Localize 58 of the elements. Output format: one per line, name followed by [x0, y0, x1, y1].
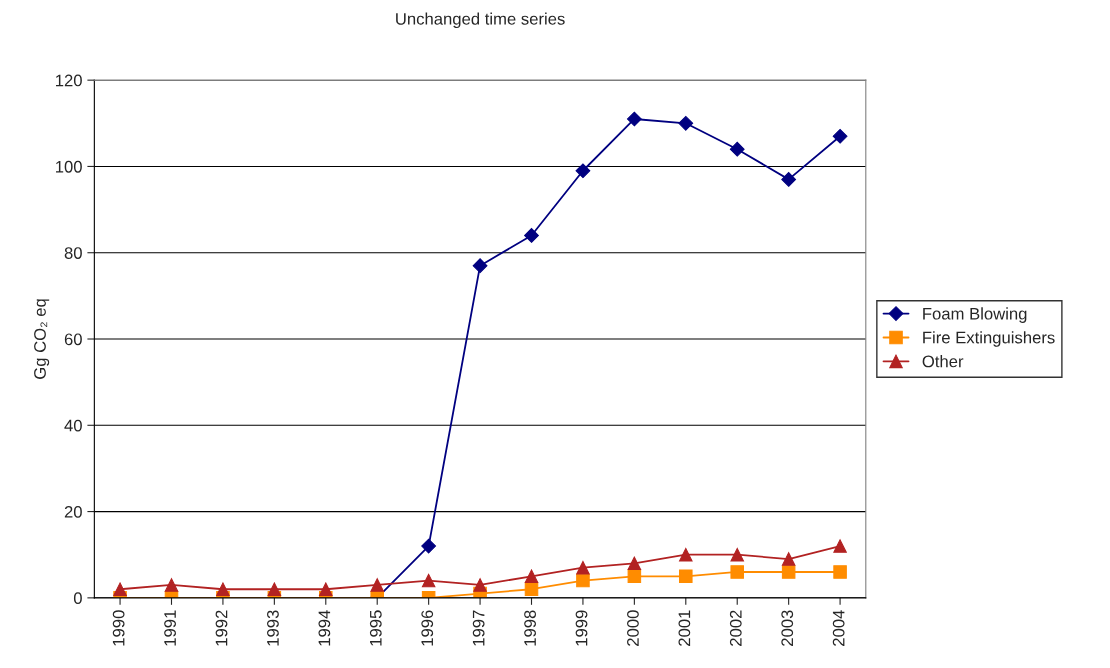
chart-title: Unchanged time series	[396, 12, 565, 29]
x-tick-label: 1998	[524, 610, 536, 646]
point	[626, 111, 642, 127]
x-tick-label: 1995	[369, 610, 382, 646]
x-tick-label: 2001	[678, 610, 691, 646]
point	[472, 258, 488, 274]
point	[730, 565, 744, 579]
x-tick-label: 1992	[215, 610, 228, 646]
point	[524, 582, 539, 596]
point	[627, 569, 642, 584]
point	[832, 128, 848, 144]
point	[575, 163, 591, 179]
point	[421, 573, 436, 588]
y-tick-label: 80	[64, 247, 82, 259]
point	[833, 539, 847, 553]
point	[576, 560, 590, 575]
point	[679, 547, 693, 562]
y-tick-label: 120	[56, 74, 82, 87]
x-tick-label: 1994	[318, 610, 331, 646]
legend-label: Fire Extinguishers	[923, 331, 1055, 347]
point	[781, 171, 797, 187]
x-tick-label: 1990	[112, 610, 125, 646]
point	[473, 578, 487, 592]
point	[781, 552, 796, 566]
point	[729, 141, 745, 157]
x-tick-label: 1997	[472, 610, 485, 646]
y-tick-label: 60	[64, 333, 82, 346]
point	[370, 578, 384, 592]
y-tick-label: 40	[64, 419, 82, 432]
point	[679, 569, 693, 584]
point	[421, 538, 437, 554]
point	[216, 582, 230, 596]
point	[781, 565, 796, 579]
x-tick-label: 2000	[627, 610, 639, 646]
x-tick-label: 1996	[421, 610, 434, 646]
point	[524, 569, 539, 584]
x-tick-label: 2003	[781, 610, 794, 646]
point	[113, 582, 127, 596]
x-tick-label: 1991	[164, 610, 176, 646]
y-axis-title: Gg CO₂ eq	[34, 299, 50, 379]
point	[576, 573, 590, 588]
x-tick-label: 1993	[267, 610, 279, 646]
x-tick-label: 2004	[832, 610, 845, 646]
legend-label: Other	[922, 355, 964, 368]
point	[833, 565, 847, 579]
point	[730, 547, 744, 562]
point	[164, 578, 179, 592]
point	[319, 582, 333, 596]
point	[678, 115, 694, 131]
legend-label: Foam Blowing	[923, 307, 1027, 323]
y-tick-label: 100	[56, 160, 82, 173]
y-tick-label: 0	[73, 592, 82, 605]
x-tick-label: 2002	[729, 610, 742, 646]
y-tick-label: 20	[64, 505, 82, 518]
point	[627, 556, 642, 571]
point	[524, 228, 539, 243]
point	[267, 582, 282, 596]
x-tick-label: 1999	[575, 610, 588, 646]
